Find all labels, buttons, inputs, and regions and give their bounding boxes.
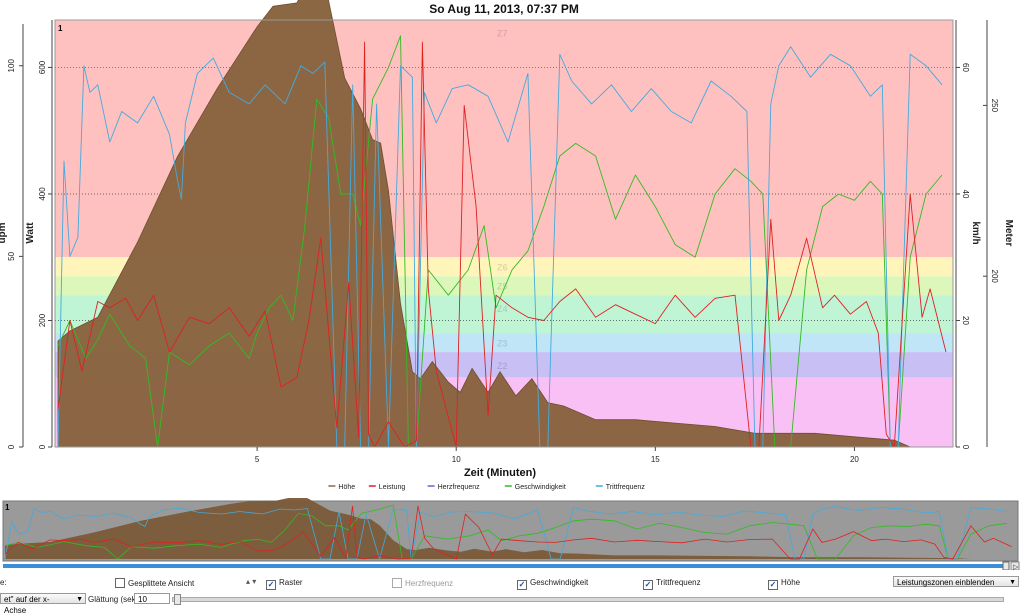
overview-label: 1 (5, 503, 10, 512)
upm-tick-label: 50 (7, 251, 16, 260)
legend-item-trittfrequenz: Trittfrequenz (606, 484, 646, 491)
chevron-down-icon: ▼ (76, 596, 83, 603)
smoothing-label: Glättung (sek) (88, 595, 139, 604)
axes: 5 10 15 20050100upm0200400600Watt0204060km/… (0, 20, 1014, 464)
smoothing-input[interactable]: 10 (134, 593, 170, 604)
overview-scroll-right-button[interactable] (1010, 561, 1020, 570)
watt-axis-label: Watt (25, 222, 36, 244)
altitude-check-icon[interactable]: ✓ (768, 580, 778, 590)
overview-hoehe-area (5, 498, 971, 559)
plot-frame (54, 19, 954, 448)
heart-rate-checkbox[interactable]: Herzfrequenz (392, 578, 453, 588)
legend-item-geschwindigkeit: Geschwindigkeit (515, 484, 566, 491)
x-tick-label: 5 (255, 455, 260, 464)
series-leistung-line (57, 41, 947, 448)
split-view-label: Gesplittete Ansicht (128, 579, 195, 588)
overview-trittfrequenz-line (4, 506, 1008, 561)
legend: Höhe Leistung Herzfrequenz Geschwindigkeit T… (328, 484, 645, 491)
grid-check-icon[interactable]: ✓ (266, 580, 276, 590)
panel-label: 1 (58, 24, 63, 33)
kmh-tick-label: 40 (961, 190, 970, 199)
left-cut-label: e: (0, 578, 7, 587)
split-view-check[interactable] (115, 578, 125, 588)
xaxis-dropdown[interactable]: et" auf der x-Achse ▼ (0, 593, 86, 615)
series-hoehe-area (57, 0, 911, 448)
zone-label-z7: Z7 (497, 29, 508, 39)
smoothing-slider[interactable] (172, 597, 1004, 602)
split-view-checkbox[interactable]: Gesplittete Ansicht (115, 578, 194, 588)
series-layer (57, 0, 947, 448)
x-tick-label: 10 (452, 455, 461, 464)
watt-tick-label: 400 (38, 187, 47, 201)
speed-checkbox[interactable]: ✓ Geschwindigkeit (517, 578, 588, 590)
overview-leistung-line (4, 505, 1012, 560)
kmh-tick-label: 60 (961, 63, 970, 72)
grid-checkbox[interactable]: ✓ Raster (266, 578, 303, 590)
legend-item-leistung: Leistung (379, 484, 406, 491)
kmh-tick-label: 20 (961, 316, 970, 325)
main-chart: So Aug 11, 2013, 07:37 PM Z7Z6Z5Z4Z3Z2Z1… (0, 0, 1014, 491)
zone-label-z3: Z3 (497, 339, 508, 349)
meter-axis-label: Meter (1003, 220, 1014, 247)
chevron-down-icon: ▼ (1009, 579, 1016, 586)
overview-geschwindigkeit-line (4, 504, 1008, 560)
overview-range-handle[interactable] (1002, 561, 1010, 570)
cadence-label: Trittfrequenz (656, 578, 701, 587)
x-tick-label: 20 (850, 455, 859, 464)
x-tick-label: 15 (651, 455, 660, 464)
series-trittfrequenz-line (57, 46, 943, 448)
meter-tick-label: 200 (990, 270, 999, 284)
smoothing-slider-thumb[interactable] (174, 594, 181, 605)
watt-tick-label: 0 (38, 444, 47, 449)
heart-rate-check[interactable] (392, 578, 402, 588)
speed-check-icon[interactable]: ✓ (517, 580, 527, 590)
watt-tick-label: 200 (38, 313, 47, 327)
grid-label: Raster (279, 578, 303, 587)
smoothing-value: 10 (138, 595, 147, 604)
cadence-checkbox[interactable]: ✓ Trittfrequenz (643, 578, 701, 590)
legend-item-hoehe: Höhe (338, 484, 355, 491)
upm-tick-label: 100 (7, 59, 16, 73)
spinner-down-icon[interactable]: ▾ (252, 577, 257, 586)
overview-range-bar[interactable] (3, 564, 1008, 568)
zone-label-z4: Z4 (497, 304, 508, 314)
zone-label-z6: Z6 (497, 263, 508, 273)
zone-label-z2: Z2 (497, 361, 508, 371)
kmh-axis-label: km/h (970, 221, 981, 244)
speed-label: Geschwindigkeit (530, 578, 589, 587)
kmh-tick-label: 0 (961, 445, 970, 450)
scroll-right-icon: ▷ (1013, 564, 1019, 570)
spinner-up-icon[interactable]: ▴ (246, 577, 251, 586)
watt-tick-label: 600 (38, 60, 47, 74)
xaxis-dropdown-value: et" auf der x-Achse (4, 595, 50, 615)
legend-item-herzfrequenz: Herzfrequenz (438, 484, 481, 491)
heart-rate-label: Herzfrequenz (405, 579, 454, 588)
zones-dropdown-value: Leistungszonen einblenden (897, 578, 995, 587)
altitude-label: Höhe (781, 578, 801, 587)
meter-tick-label: 250 (990, 99, 999, 113)
zone-label-z5: Z5 (497, 282, 508, 292)
zones-dropdown[interactable]: Leistungszonen einblenden ▼ (893, 576, 1019, 587)
upm-tick-label: 0 (7, 444, 16, 449)
overview-series (4, 498, 1012, 561)
overview-chart[interactable]: 1 ▷ (0, 498, 1024, 570)
series-geschwindigkeit-line (57, 35, 943, 448)
chart-title: So Aug 11, 2013, 07:37 PM (429, 2, 579, 16)
x-axis-label: Zeit (Minuten) (464, 467, 536, 479)
upm-axis-label: upm (0, 222, 8, 243)
panel-spinner[interactable]: ▴ ▾ (246, 577, 256, 586)
cadence-check-icon[interactable]: ✓ (643, 580, 653, 590)
altitude-checkbox[interactable]: ✓ Höhe (768, 578, 800, 590)
